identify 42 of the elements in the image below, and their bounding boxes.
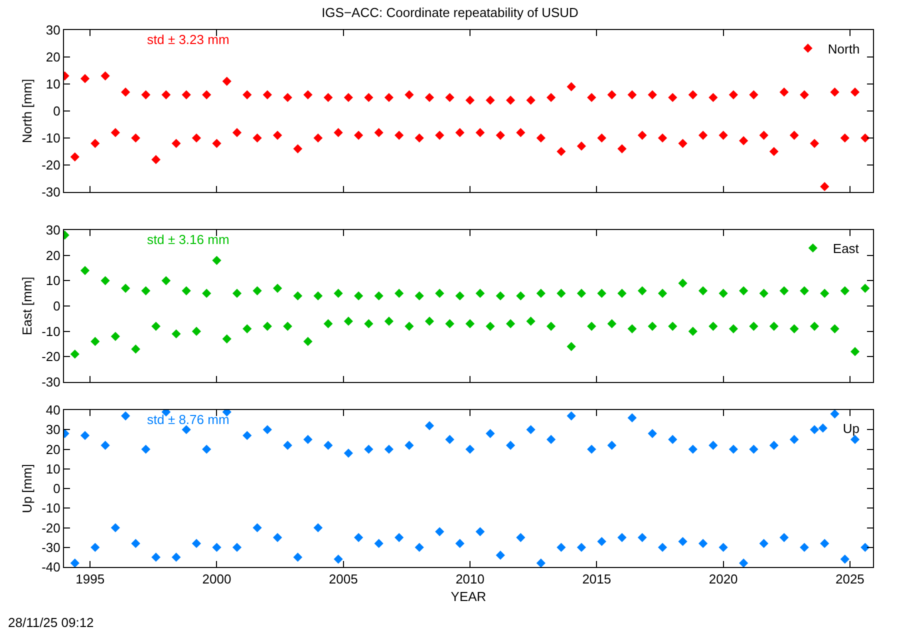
y-tick-label: 20	[46, 442, 60, 457]
y-tick-label: 30	[46, 222, 60, 238]
y-tick-label: -20	[42, 349, 60, 364]
y-tick-label: -30	[42, 374, 60, 390]
x-tick-label: 2010	[456, 572, 484, 587]
y-tick-label: 40	[46, 402, 60, 418]
chart-title: IGS−ACC: Coordinate repeatability of USUD	[322, 5, 578, 20]
y-tick-label: 30	[46, 22, 60, 38]
x-tick-label: 2000	[202, 572, 232, 587]
y-tick-label: 10	[46, 273, 60, 288]
annotation: std ± 8.76 mm	[147, 412, 230, 427]
legend-label: East	[832, 241, 860, 256]
y-tick-label: 0	[53, 481, 60, 496]
y-tick-label: -10	[42, 500, 60, 516]
x-tick-label: 2015	[582, 572, 612, 587]
annotation: std ± 3.23 mm	[147, 32, 230, 47]
y-tick-label: -10	[42, 130, 60, 146]
legend-label: Up	[842, 421, 860, 436]
x-tick-label: 2020	[708, 572, 738, 587]
annotation: std ± 3.16 mm	[147, 232, 230, 247]
y-axis-title: Up [mm]	[20, 464, 35, 514]
x-tick-label: 2025	[835, 572, 864, 587]
y-axis-title: East [mm]	[20, 276, 35, 336]
y-tick-label: -30	[42, 540, 60, 555]
x-tick-label: 2005	[328, 572, 358, 587]
y-tick-label: 0	[53, 104, 60, 119]
y-tick-label: 10	[46, 76, 60, 92]
y-tick-label: -30	[42, 184, 60, 200]
y-tick-label: -20	[42, 520, 60, 536]
y-tick-label: 20	[46, 50, 60, 65]
x-axis-title: YEAR	[450, 589, 486, 604]
text: 28/11/25 09:12	[8, 615, 94, 630]
y-tick-label: 10	[46, 461, 60, 476]
y-tick-label: -20	[42, 158, 60, 173]
x-tick-label: 1995	[76, 572, 105, 587]
y-tick-label: -40	[42, 560, 60, 575]
y-tick-label: 0	[53, 298, 60, 314]
y-axis-title: North [mm]	[20, 78, 35, 144]
y-tick-label: -10	[42, 324, 60, 339]
y-tick-label: 20	[46, 248, 60, 263]
y-tick-label: 30	[46, 422, 60, 438]
legend-label: North	[828, 41, 860, 56]
